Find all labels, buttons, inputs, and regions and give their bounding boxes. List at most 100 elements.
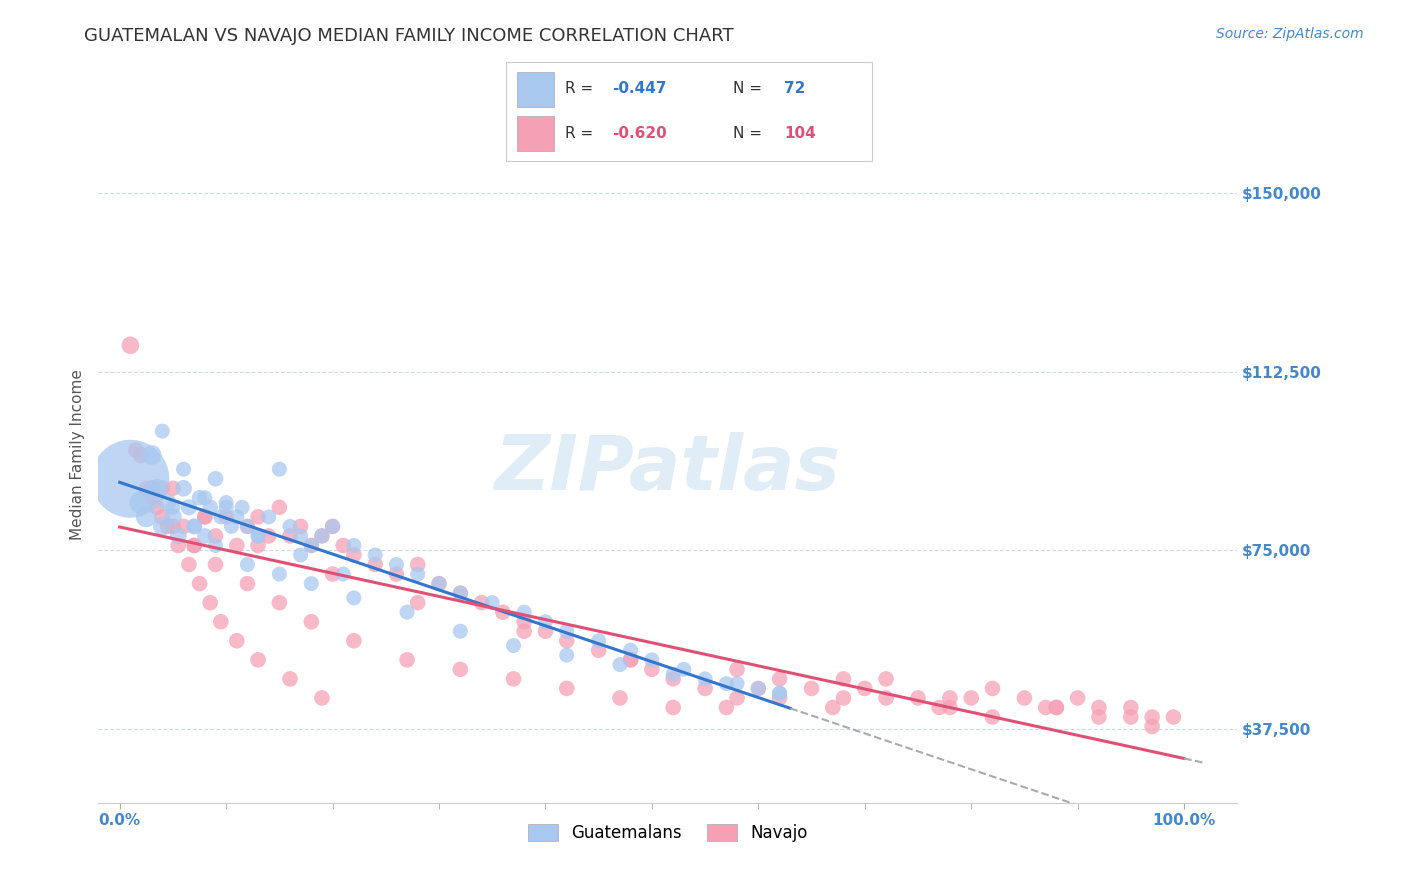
Point (162, 509, 184, 524)
Point (907, 690, 929, 705)
Point (471, 596, 494, 610)
Point (1066, 690, 1088, 705)
Point (875, 672, 897, 686)
Point (555, 648, 578, 662)
Point (364, 548, 387, 562)
Text: -0.447: -0.447 (612, 81, 666, 96)
Legend: Guatemalans, Navajo: Guatemalans, Navajo (520, 815, 815, 850)
Point (1045, 700, 1067, 714)
Point (150, 424, 173, 438)
Point (236, 519, 259, 533)
Point (1163, 710, 1185, 724)
Point (204, 558, 226, 572)
Point (198, 500, 221, 515)
Point (662, 672, 685, 686)
Point (141, 448, 163, 462)
Point (231, 500, 253, 515)
Point (725, 662, 748, 676)
Point (609, 657, 631, 672)
Point (1014, 690, 1036, 705)
Point (162, 500, 184, 515)
Point (225, 539, 247, 553)
Point (225, 509, 247, 524)
Point (173, 462, 195, 476)
Point (269, 567, 291, 582)
Point (343, 633, 366, 648)
Point (725, 690, 748, 705)
Point (641, 662, 664, 676)
Point (725, 676, 748, 690)
Point (343, 591, 366, 605)
Point (162, 519, 184, 533)
Point (481, 596, 503, 610)
Point (747, 681, 769, 696)
Point (332, 539, 354, 553)
Point (247, 539, 270, 553)
Point (821, 700, 844, 714)
Text: GUATEMALAN VS NAVAJO MEDIAN FAMILY INCOME CORRELATION CHART: GUATEMALAN VS NAVAJO MEDIAN FAMILY INCOM… (84, 27, 734, 45)
Point (1045, 700, 1067, 714)
Point (555, 633, 578, 648)
Point (215, 509, 238, 524)
Point (150, 519, 173, 533)
Point (534, 615, 557, 629)
Point (768, 690, 790, 705)
Point (290, 519, 312, 533)
Point (662, 667, 685, 681)
Point (311, 690, 333, 705)
Point (278, 519, 301, 533)
Point (299, 615, 322, 629)
Point (385, 567, 408, 582)
Point (672, 662, 695, 676)
Point (156, 519, 179, 533)
Point (146, 481, 169, 495)
Point (194, 509, 217, 524)
Point (204, 539, 226, 553)
Point (588, 633, 610, 648)
Point (747, 681, 769, 696)
Point (609, 690, 631, 705)
Point (1119, 700, 1142, 714)
Point (768, 672, 790, 686)
Point (311, 529, 333, 543)
Point (928, 700, 950, 714)
Point (247, 529, 270, 543)
Point (135, 509, 157, 524)
Point (236, 576, 259, 591)
Point (555, 624, 578, 639)
Point (141, 481, 163, 495)
Point (620, 643, 643, 657)
Point (183, 539, 205, 553)
Point (194, 491, 217, 505)
Point (1119, 710, 1142, 724)
Point (150, 509, 173, 524)
Point (716, 700, 738, 714)
Point (247, 529, 270, 543)
Point (322, 567, 344, 582)
Point (768, 686, 790, 700)
Point (299, 539, 322, 553)
Point (322, 519, 344, 533)
Point (716, 676, 738, 690)
Point (247, 509, 270, 524)
Point (332, 567, 354, 582)
Point (492, 605, 515, 619)
Point (364, 558, 387, 572)
Point (135, 481, 157, 495)
Point (215, 495, 238, 509)
Point (177, 500, 200, 515)
FancyBboxPatch shape (517, 117, 554, 151)
Point (385, 558, 408, 572)
Text: -0.620: -0.620 (612, 126, 666, 141)
Point (768, 686, 790, 700)
Point (502, 639, 524, 653)
Text: R =: R = (565, 126, 598, 141)
Point (194, 529, 217, 543)
Point (406, 558, 429, 572)
Point (209, 615, 232, 629)
Point (939, 700, 962, 714)
Point (215, 500, 238, 515)
Point (832, 672, 855, 686)
Point (693, 672, 716, 686)
Point (194, 509, 217, 524)
